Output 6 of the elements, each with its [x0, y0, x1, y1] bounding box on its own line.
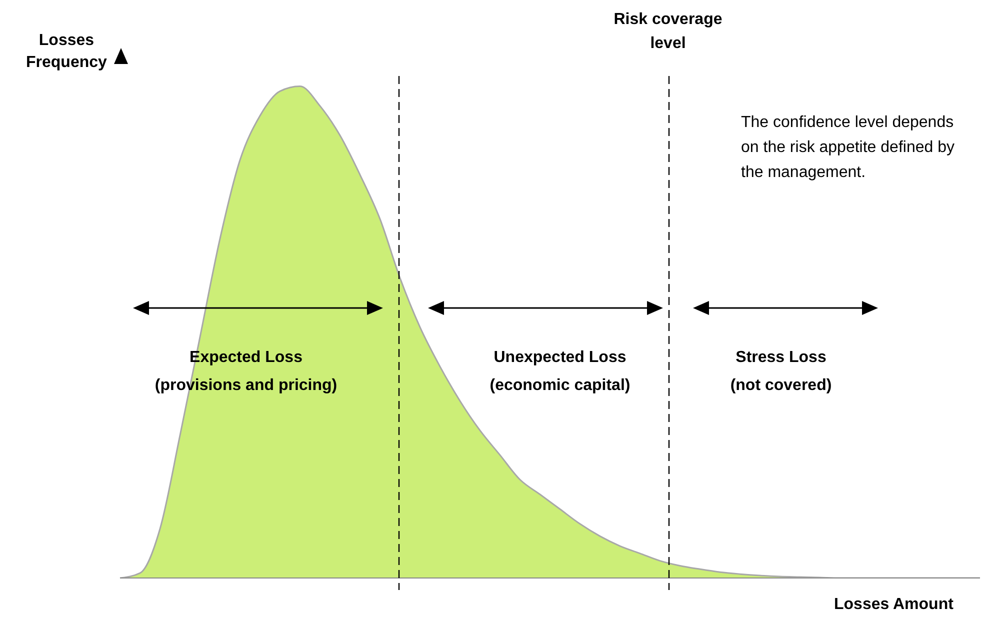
annotation: Stress Loss (not covered)	[729, 348, 833, 396]
x-axis-title: Losses Amount	[834, 596, 954, 614]
annotation: Unexpected Loss (economic capital)	[488, 348, 632, 396]
annotation: The confidence level depends on the risk appetite defined by the management.	[741, 113, 956, 183]
text: Risk coverage level	[612, 10, 724, 54]
y-axis-title: Losses Frequency	[26, 31, 107, 73]
